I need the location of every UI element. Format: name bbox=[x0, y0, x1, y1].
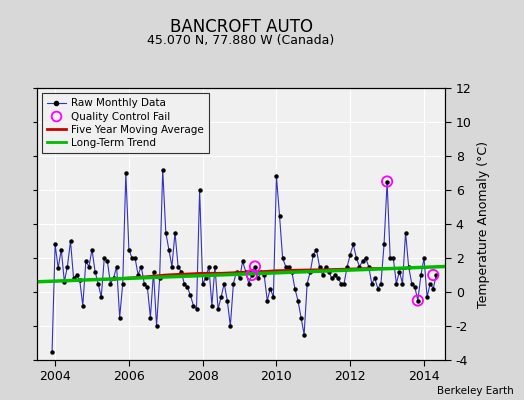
Text: 45.070 N, 77.880 W (Canada): 45.070 N, 77.880 W (Canada) bbox=[147, 34, 335, 47]
Quality Control Fail bbox=[413, 297, 422, 304]
Five Year Moving Average bbox=[218, 271, 224, 276]
Five Year Moving Average bbox=[107, 277, 114, 282]
Five Year Moving Average bbox=[236, 270, 243, 275]
Five Year Moving Average bbox=[402, 266, 409, 271]
Raw Monthly Data bbox=[279, 256, 286, 260]
Quality Control Fail bbox=[429, 272, 438, 278]
Raw Monthly Data bbox=[289, 269, 295, 274]
Raw Monthly Data bbox=[160, 167, 166, 172]
Line: Raw Monthly Data: Raw Monthly Data bbox=[50, 168, 438, 353]
Quality Control Fail bbox=[383, 178, 391, 185]
Raw Monthly Data bbox=[73, 273, 80, 278]
Raw Monthly Data bbox=[49, 349, 55, 354]
Five Year Moving Average bbox=[255, 270, 261, 274]
Line: Five Year Moving Average: Five Year Moving Average bbox=[111, 268, 406, 279]
Five Year Moving Average bbox=[274, 268, 280, 273]
Quality Control Fail bbox=[248, 272, 256, 278]
Raw Monthly Data bbox=[233, 269, 239, 274]
Y-axis label: Temperature Anomaly (°C): Temperature Anomaly (°C) bbox=[477, 140, 490, 308]
Quality Control Fail bbox=[251, 263, 259, 270]
Five Year Moving Average bbox=[144, 274, 150, 279]
Five Year Moving Average bbox=[347, 267, 353, 272]
Legend: Raw Monthly Data, Quality Control Fail, Five Year Moving Average, Long-Term Tren: Raw Monthly Data, Quality Control Fail, … bbox=[42, 93, 209, 153]
Raw Monthly Data bbox=[307, 269, 313, 274]
Five Year Moving Average bbox=[310, 268, 316, 272]
Five Year Moving Average bbox=[200, 271, 206, 276]
Five Year Moving Average bbox=[292, 268, 298, 273]
Five Year Moving Average bbox=[181, 272, 188, 276]
Raw Monthly Data bbox=[433, 273, 440, 278]
Five Year Moving Average bbox=[162, 273, 169, 278]
Raw Monthly Data bbox=[147, 315, 154, 320]
Text: BANCROFT AUTO: BANCROFT AUTO bbox=[170, 18, 312, 36]
Five Year Moving Average bbox=[366, 266, 372, 271]
Five Year Moving Average bbox=[384, 266, 390, 271]
Five Year Moving Average bbox=[329, 267, 335, 272]
Five Year Moving Average bbox=[126, 276, 132, 280]
Text: Berkeley Earth: Berkeley Earth bbox=[437, 386, 514, 396]
